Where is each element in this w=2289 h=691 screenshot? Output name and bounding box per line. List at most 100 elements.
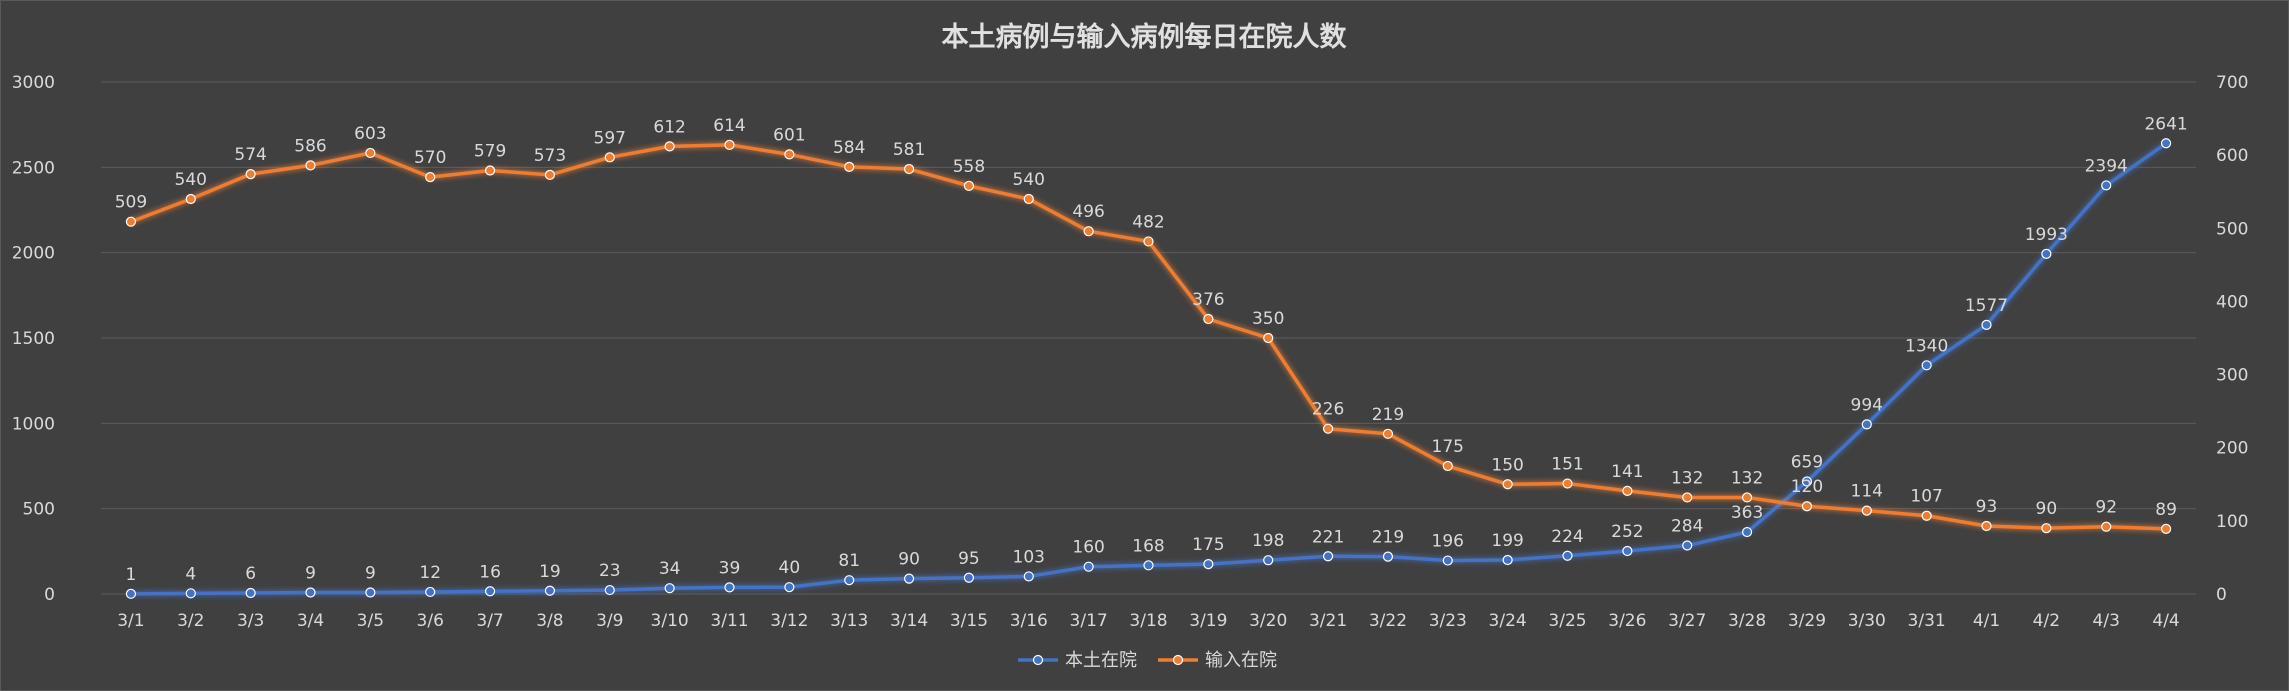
data-label: 175 [1432,437,1464,457]
right-axis-tick-label: 0 [2216,585,2227,605]
data-point [903,163,915,175]
data-point [1023,571,1034,582]
data-point [724,139,735,151]
data-point [784,149,795,160]
x-axis-tick-label: 3/15 [950,611,988,631]
x-axis-tick-label: 3/5 [357,611,384,631]
data-label: 150 [1491,455,1523,475]
right-axis-tick-label: 300 [2216,366,2248,386]
data-label: 4 [185,564,196,584]
data-label: 90 [898,550,920,570]
data-point [484,165,496,176]
x-axis-tick-label: 3/3 [237,611,264,631]
series-line [129,143,2168,531]
data-label: 994 [1851,395,1883,415]
data-label: 579 [474,142,506,162]
x-axis-tick-label: 3/17 [1070,611,1108,631]
data-labels: 1 4 6 9 9 12 16 19 23 34 39 40 81 90 95 103 160 168 175 198… [115,114,2188,585]
data-label: 90 [2036,499,2058,519]
series-line [129,141,2168,596]
data-label: 168 [1132,536,1164,556]
x-axis-tick-label: 3/6 [417,611,444,631]
data-point [1981,319,1992,330]
data-point [2160,523,2172,535]
x-axis-tick-label: 3/22 [1369,611,1407,631]
data-label: 570 [414,148,446,168]
data-label: 89 [2155,500,2177,520]
x-axis-tick-label: 3/16 [1010,611,1048,631]
data-label: 114 [1851,482,1883,502]
data-point [245,169,256,180]
data-label: 2394 [2085,156,2128,176]
x-axis-tick-label: 3/26 [1608,611,1646,631]
x-axis-tick-label: 3/7 [476,611,503,631]
data-label: 93 [1976,497,1998,517]
right-axis-tick-label: 600 [2216,146,2248,166]
data-label: 198 [1252,531,1284,551]
data-point [125,588,137,599]
data-label: 151 [1551,455,1583,475]
data-point [1861,419,1872,430]
x-axis-tick-label: 3/19 [1189,611,1227,631]
data-point [784,582,795,593]
data-label: 34 [659,559,681,579]
data-label: 224 [1551,527,1583,547]
data-point [664,583,675,594]
data-point [365,587,376,598]
data-label: 482 [1132,212,1164,232]
data-point [844,161,855,172]
legend-swatch-marker [1032,654,1044,666]
right-axis-tick-label: 700 [2216,73,2248,93]
data-point [1502,554,1513,566]
data-point [2041,523,2052,534]
data-point [544,585,556,596]
data-label: 95 [958,549,980,569]
data-point [1682,492,1693,503]
data-label: 350 [1252,309,1284,329]
data-label: 573 [534,146,566,166]
data-label: 107 [1910,487,1942,507]
x-axis-tick-label: 3/1 [117,611,144,631]
x-axis-tick-label: 3/11 [710,611,748,631]
data-point [425,586,436,598]
data-point [1861,505,1872,516]
x-axis-tick-label: 3/28 [1728,611,1766,631]
x-axis-tick-label: 3/13 [830,611,868,631]
data-point [1442,555,1453,566]
series-imported [125,139,2172,535]
x-axis-tick-label: 3/4 [297,611,324,631]
data-point [1143,560,1154,571]
data-label: 612 [653,117,685,137]
legend-swatch-marker [1172,654,1184,666]
legend-label: 本土在院 [1065,650,1137,671]
data-point [1741,526,1753,538]
data-label: 103 [1013,547,1045,567]
series-local [125,138,2172,599]
data-label: 16 [479,562,501,582]
data-point [125,216,137,227]
data-point [604,152,615,163]
data-label: 603 [354,124,386,144]
data-label: 196 [1432,532,1464,552]
data-label: 175 [1192,535,1224,555]
data-point [1921,360,1932,371]
data-point [245,587,256,599]
x-axis-tick-label: 4/1 [1973,611,2000,631]
data-label: 584 [833,138,865,158]
x-axis-tick-label: 3/20 [1249,611,1287,631]
data-label: 12 [419,563,441,583]
left-axis-tick-label: 3000 [12,73,55,93]
data-label: 614 [713,116,745,136]
data-point [1083,226,1094,237]
x-axis-tick-label: 3/27 [1668,611,1706,631]
data-label: 509 [115,193,147,213]
data-label: 1577 [1965,296,2008,316]
x-axis-tick-label: 3/24 [1489,611,1527,631]
data-label: 540 [175,170,207,190]
data-point [1442,460,1453,472]
data-label: 1 [126,565,137,585]
x-axis-tick-label: 3/10 [651,611,689,631]
data-label: 1340 [1905,336,1948,356]
data-point [2101,521,2112,532]
data-point [1801,501,1813,512]
